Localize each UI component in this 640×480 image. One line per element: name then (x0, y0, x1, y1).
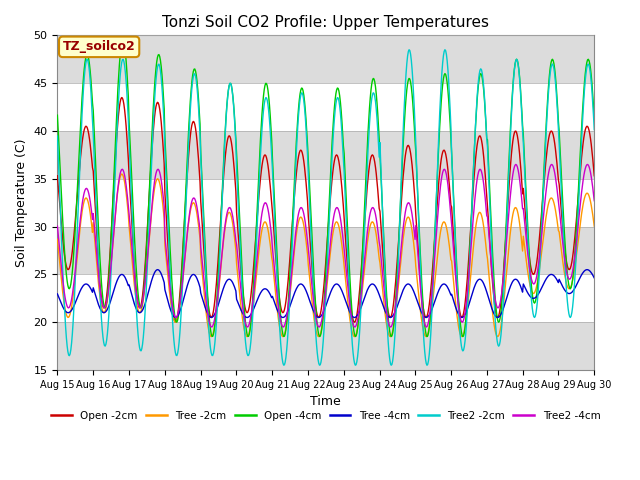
Tree -4cm (54, 291, 61, 297)
Tree2 -4cm (407, 204, 415, 210)
Tree2 -4cm (63, 303, 71, 309)
Open -2cm (118, 95, 125, 100)
Bar (58, 36, 595, 83)
Line: Open -2cm: Open -2cm (58, 97, 595, 322)
Open -2cm (392, 269, 400, 275)
Tree -2cm (408, 228, 416, 234)
Tree -2cm (63, 313, 71, 319)
Open -2cm (408, 162, 416, 168)
Open -4cm (202, 262, 210, 268)
Open -4cm (459, 334, 467, 339)
Line: Tree2 -2cm: Tree2 -2cm (58, 50, 595, 365)
Tree -2cm (279, 334, 287, 339)
Line: Tree -2cm: Tree -2cm (58, 174, 595, 336)
Tree2 -4cm (202, 290, 209, 296)
Bar (58, 227, 595, 275)
Bar (58, 131, 595, 179)
Y-axis label: Soil Temperature (C): Soil Temperature (C) (15, 138, 28, 267)
Tree -4cm (392, 306, 400, 312)
Open -4cm (174, 317, 182, 323)
Open -2cm (119, 97, 127, 103)
Tree2 -2cm (423, 362, 431, 368)
Tree2 -2cm (407, 51, 415, 57)
Tree -4cm (174, 313, 182, 319)
Open -2cm (351, 319, 358, 325)
Tree2 -2cm (63, 343, 71, 348)
Tree2 -2cm (173, 353, 180, 359)
Line: Tree2 -4cm: Tree2 -4cm (58, 165, 595, 327)
Bar (58, 322, 595, 370)
Open -4cm (63, 278, 71, 284)
Tree2 -4cm (118, 167, 126, 172)
Tree -4cm (408, 285, 416, 291)
Line: Open -4cm: Open -4cm (58, 40, 595, 336)
Tree2 -4cm (512, 162, 520, 168)
Tree -4cm (202, 307, 210, 312)
Open -4cm (408, 84, 415, 90)
Tree -2cm (54, 236, 61, 242)
Open -2cm (591, 173, 598, 179)
Tree -4cm (591, 275, 598, 281)
Tree -2cm (202, 309, 210, 314)
Tree -4cm (118, 272, 126, 277)
X-axis label: Time: Time (310, 396, 341, 408)
Tree -2cm (118, 171, 125, 177)
Tree2 -4cm (591, 198, 598, 204)
Tree2 -2cm (54, 133, 61, 139)
Tree -2cm (119, 173, 127, 179)
Open -2cm (63, 265, 71, 271)
Line: Tree -4cm: Tree -4cm (58, 270, 595, 317)
Open -4cm (392, 299, 399, 304)
Tree2 -4cm (54, 223, 61, 229)
Tree -2cm (392, 302, 400, 308)
Tree2 -4cm (173, 313, 180, 319)
Open -4cm (119, 37, 127, 43)
Tree2 -4cm (422, 324, 430, 330)
Tree2 -4cm (391, 307, 399, 313)
Tree -2cm (591, 223, 598, 229)
Open -2cm (174, 312, 182, 318)
Tree2 -2cm (118, 57, 126, 63)
Tree2 -2cm (441, 47, 449, 53)
Tree2 -2cm (591, 127, 598, 132)
Open -4cm (54, 112, 61, 118)
Tree -4cm (279, 314, 287, 320)
Tree -4cm (154, 267, 161, 273)
Open -2cm (54, 173, 61, 179)
Open -4cm (118, 38, 126, 44)
Tree -2cm (174, 315, 182, 321)
Legend: Open -2cm, Tree -2cm, Open -4cm, Tree -4cm, Tree2 -2cm, Tree2 -4cm: Open -2cm, Tree -2cm, Open -4cm, Tree -4… (47, 407, 605, 425)
Open -4cm (591, 116, 598, 121)
Text: TZ_soilco2: TZ_soilco2 (63, 40, 136, 53)
Title: Tonzi Soil CO2 Profile: Upper Temperatures: Tonzi Soil CO2 Profile: Upper Temperatur… (163, 15, 490, 30)
Open -2cm (202, 278, 210, 284)
Tree2 -2cm (202, 259, 209, 265)
Tree2 -2cm (391, 333, 399, 338)
Tree -4cm (63, 310, 71, 315)
